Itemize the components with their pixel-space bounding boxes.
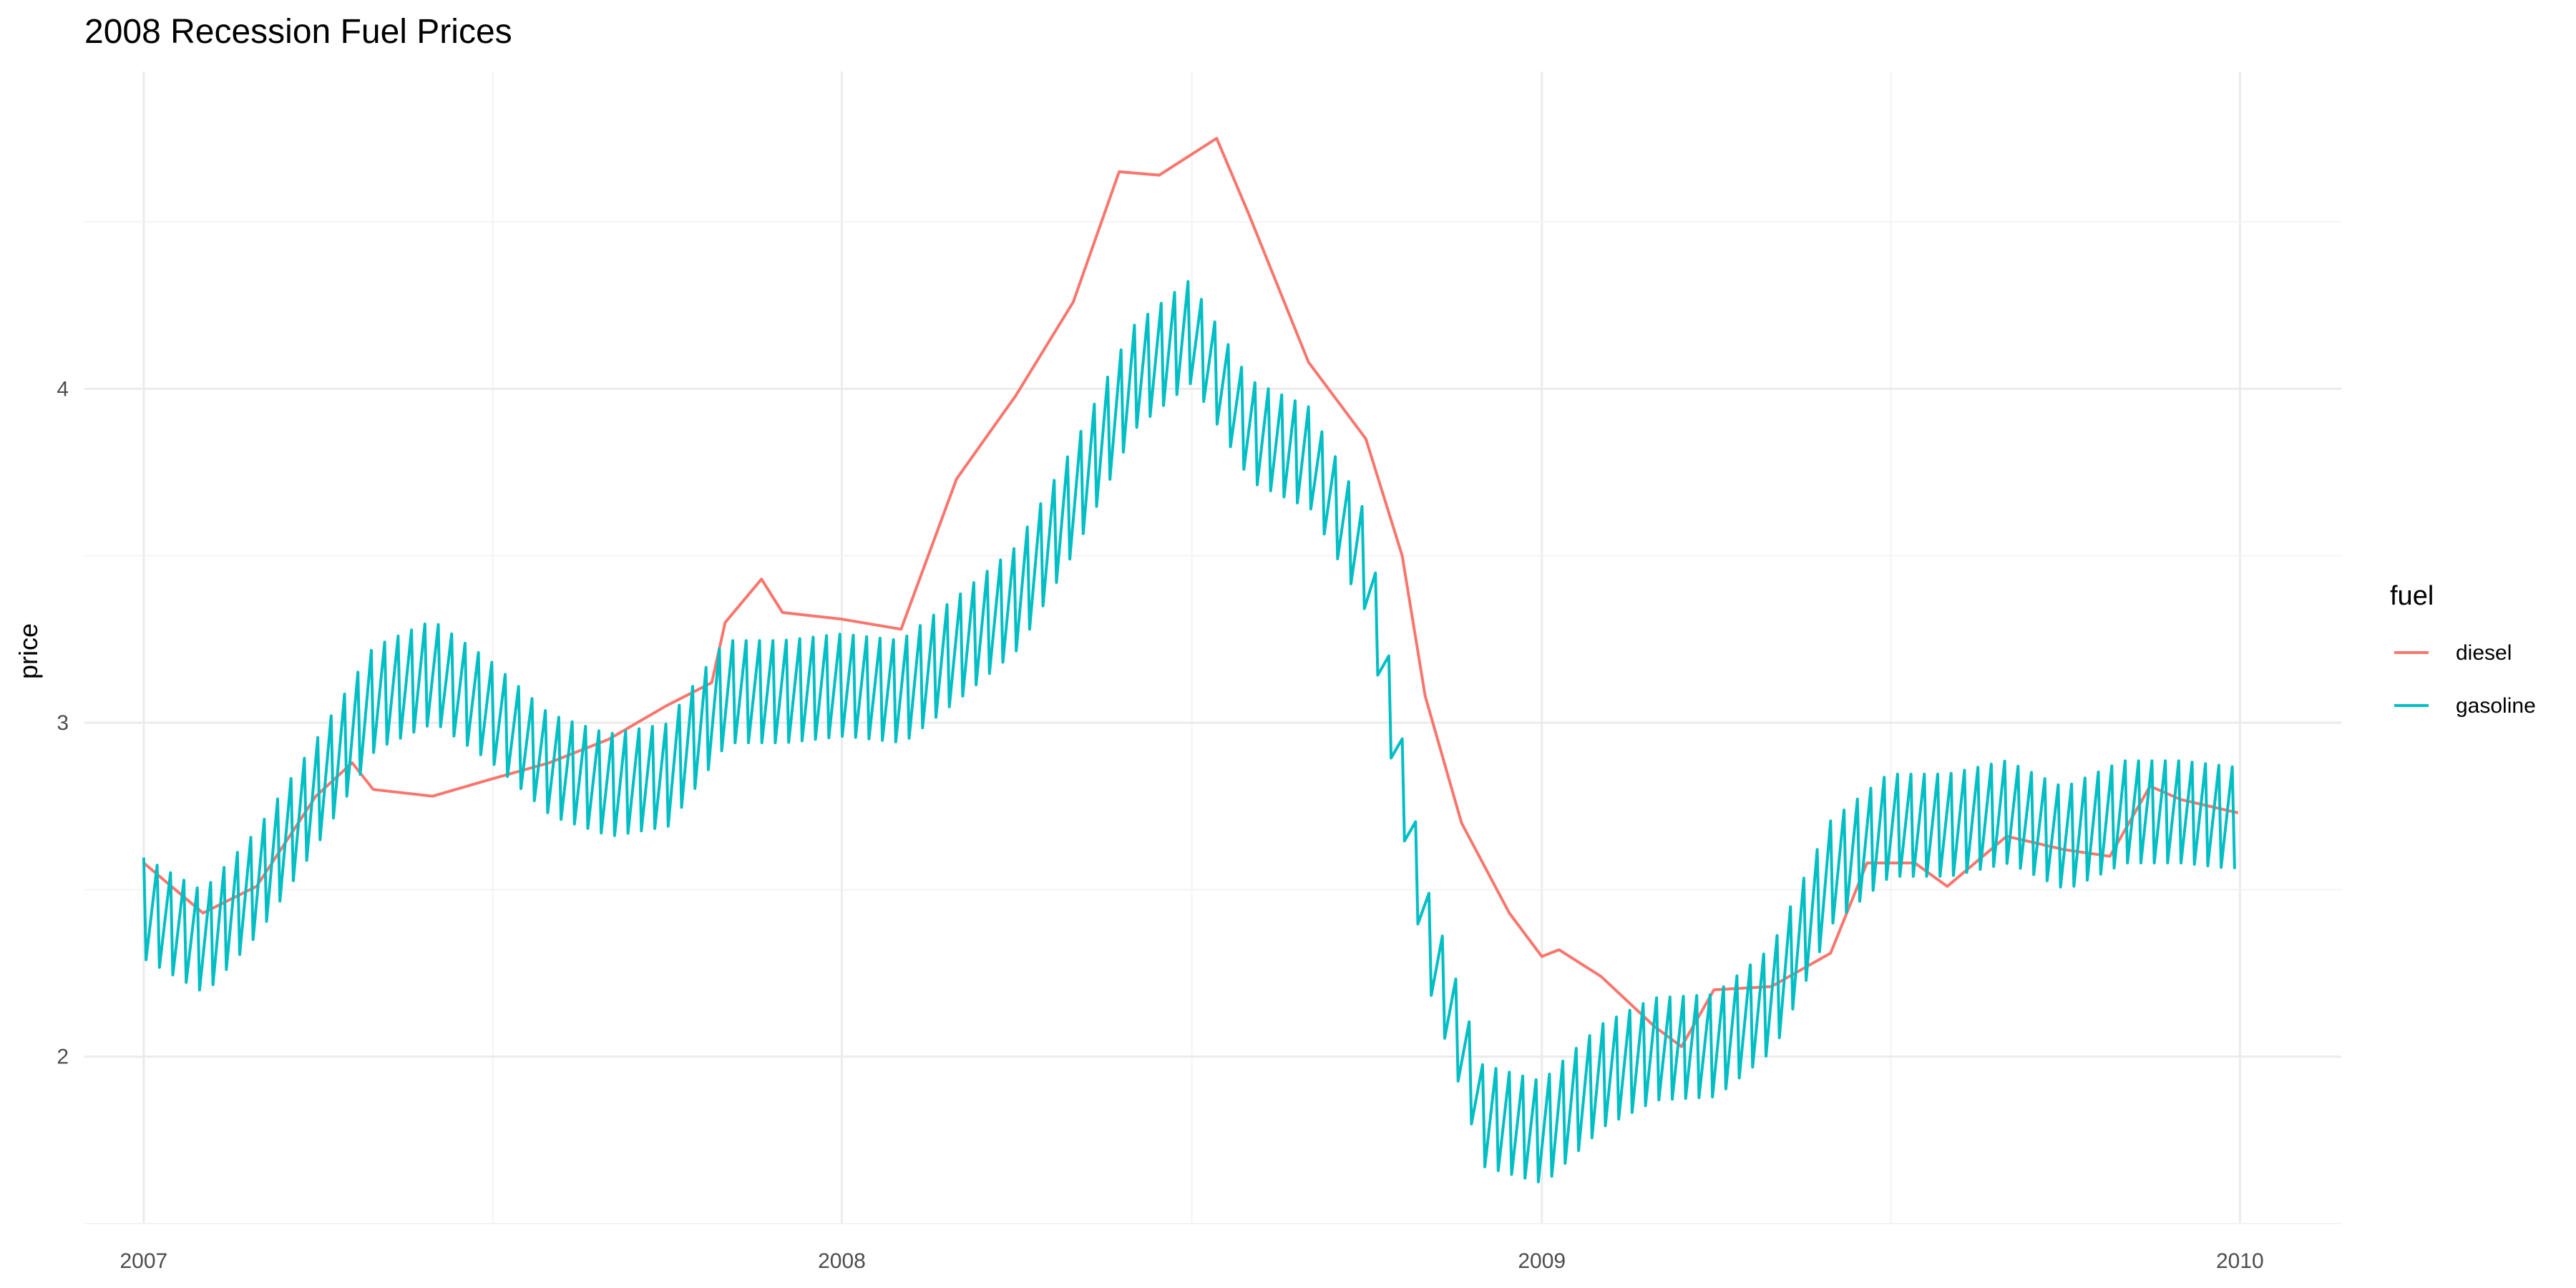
y-axis-ticks: 2 3 4 xyxy=(57,377,69,1068)
x-tick-label: 2010 xyxy=(2216,1249,2264,1273)
grid xyxy=(84,72,2341,1224)
series-line-diesel xyxy=(142,137,2239,1048)
chart-title: 2008 Recession Fuel Prices xyxy=(84,13,512,51)
x-tick-label: 2009 xyxy=(1518,1249,1566,1273)
x-axis-ticks: 2007 2008 2009 2010 xyxy=(119,1249,2263,1273)
legend-title: fuel xyxy=(2390,581,2434,611)
y-tick-label: 3 xyxy=(57,711,69,735)
legend-items: diesel gasoline xyxy=(2394,641,2536,718)
y-axis-title: price xyxy=(14,623,43,679)
series-layer xyxy=(142,137,2239,1184)
series-line-gasoline xyxy=(142,280,2236,1184)
y-tick-label: 4 xyxy=(57,377,69,401)
x-tick-label: 2008 xyxy=(818,1249,866,1273)
legend-label-gasoline: gasoline xyxy=(2456,694,2536,718)
y-tick-label: 2 xyxy=(57,1045,69,1069)
legend-label-diesel: diesel xyxy=(2456,641,2512,665)
x-tick-label: 2007 xyxy=(119,1249,167,1273)
legend: fuel diesel gasoline xyxy=(2390,581,2536,718)
